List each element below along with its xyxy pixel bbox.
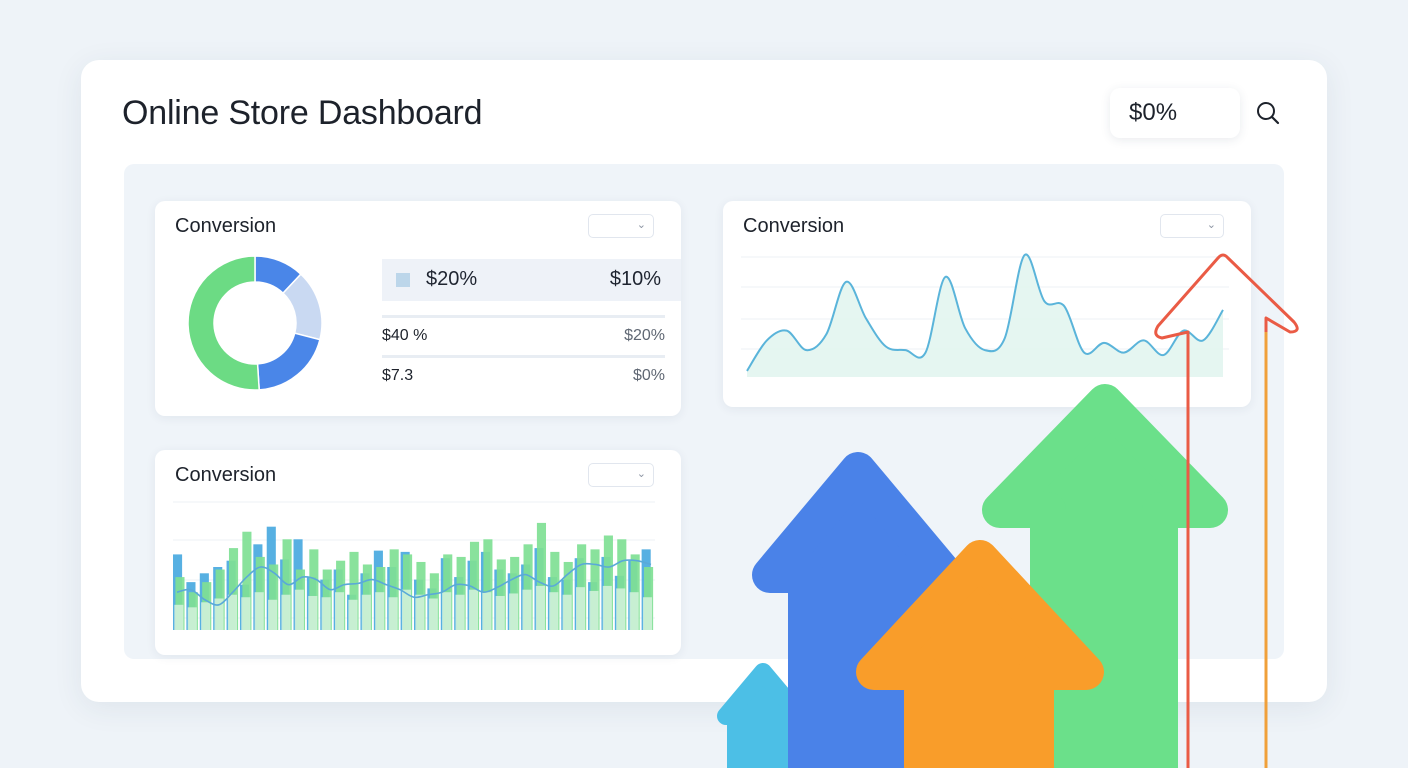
card-dropdown[interactable]: ⌄ (1160, 214, 1224, 238)
bar (281, 594, 291, 630)
search-button[interactable] (1253, 98, 1283, 128)
bar (174, 604, 184, 630)
area-chart (741, 253, 1229, 377)
row-label: $40 % (382, 327, 428, 344)
bar (254, 592, 264, 630)
bar (201, 602, 211, 630)
bar (536, 522, 547, 630)
bar (268, 599, 278, 630)
bar (535, 585, 545, 630)
donut-chart (187, 255, 323, 391)
donut-slice (187, 255, 261, 391)
header-value-box[interactable]: $0% (1110, 88, 1240, 138)
bar (348, 599, 358, 630)
bar (483, 539, 493, 630)
chevron-down-icon: ⌄ (1206, 219, 1216, 231)
bar (509, 593, 519, 630)
card-title: Conversion (175, 215, 277, 237)
search-icon[interactable] (1253, 98, 1283, 128)
bar-card: Conversion ⌄ (155, 450, 681, 655)
card-dropdown[interactable]: ⌄ (588, 463, 654, 487)
page-title: Online Store Dashboard (122, 94, 483, 132)
bar (187, 607, 197, 630)
bar (415, 594, 425, 630)
bar (495, 595, 505, 630)
bar (335, 592, 345, 630)
bar (455, 594, 465, 630)
bar (175, 577, 185, 630)
bar (349, 551, 359, 630)
line-card: Conversion ⌄ (723, 201, 1251, 407)
bar (482, 592, 492, 630)
bar (522, 589, 532, 630)
bar (590, 549, 600, 630)
bar (321, 597, 331, 630)
bar (308, 595, 318, 630)
bar (375, 592, 385, 630)
trend-line (176, 559, 652, 606)
bar (496, 559, 506, 630)
bar (589, 590, 599, 630)
bar (629, 592, 639, 630)
row-value: $20% (624, 327, 665, 344)
bar (361, 594, 371, 630)
card-title: Conversion (175, 464, 277, 486)
row-value: $0% (632, 367, 665, 384)
legend-value: $10% (609, 268, 661, 290)
bar (442, 592, 452, 630)
bar (523, 544, 533, 630)
divider (382, 355, 665, 358)
bar (241, 597, 251, 630)
chevron-down-icon: ⌄ (636, 468, 646, 480)
bar (428, 598, 438, 630)
donut-card: Conversion ⌄ $20% $10% $40 % $20% $7.3 $… (155, 201, 681, 416)
row-label: $7.3 (382, 367, 414, 384)
bar (242, 531, 252, 630)
bar-chart (173, 501, 655, 630)
bar (228, 548, 239, 630)
bar (389, 549, 399, 630)
bar (642, 597, 653, 630)
donut-slice (256, 332, 321, 391)
series-line (746, 253, 1224, 372)
chevron-down-icon: ⌄ (636, 219, 646, 231)
bar (388, 597, 398, 630)
legend-label: $20% (426, 268, 478, 290)
divider (382, 315, 665, 318)
area-fill (747, 254, 1223, 377)
bar (549, 592, 559, 630)
bar (227, 594, 237, 630)
bar (309, 549, 319, 630)
bar (468, 589, 478, 630)
bar (269, 564, 279, 630)
bar (294, 589, 304, 630)
bar (510, 556, 520, 630)
bar (562, 594, 572, 630)
bar (576, 587, 586, 630)
bar (616, 588, 626, 630)
bar (456, 556, 466, 630)
bar (602, 585, 612, 630)
bar (617, 539, 627, 630)
legend-swatch (396, 273, 410, 287)
bar (214, 598, 224, 630)
card-title: Conversion (743, 215, 845, 237)
bar (550, 551, 560, 630)
legend-row: $20% $10% (382, 259, 681, 301)
card-dropdown[interactable]: ⌄ (588, 214, 654, 238)
bar (401, 589, 412, 630)
bar (603, 535, 613, 630)
bar (469, 541, 480, 630)
